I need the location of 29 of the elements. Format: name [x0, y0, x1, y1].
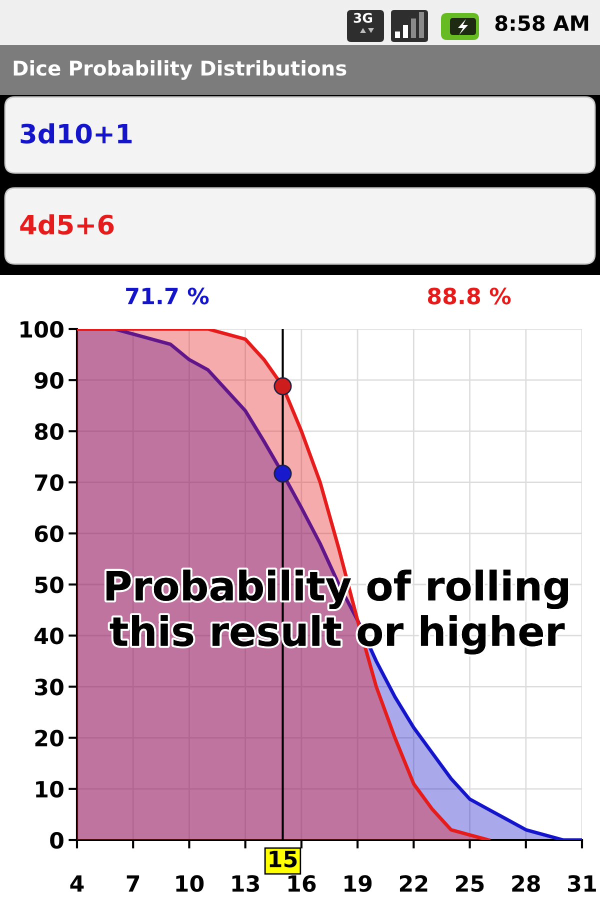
text: 3d10+1 — [20, 123, 132, 144]
ref-line-label: 15 — [270, 850, 297, 868]
x-tick-label: 4 — [70, 875, 84, 892]
x-tick-label: 13 — [232, 875, 260, 892]
text: 4d5+6 — [20, 214, 114, 235]
y-tick-label: 40 — [34, 628, 64, 644]
x-tick-label: 19 — [344, 875, 372, 892]
y-tick-label: 60 — [34, 525, 64, 542]
y-tick-label: 0 — [50, 832, 64, 849]
y-tick-label: 70 — [35, 474, 64, 492]
chart-title: Dice Probability Distributions — [14, 60, 346, 80]
y-tick-label: 80 — [34, 423, 64, 440]
text: 88.8 % — [428, 288, 511, 304]
x-tick-label: 10 — [176, 875, 204, 892]
x-tick-label: 22 — [400, 875, 428, 892]
y-tick-label: 50 — [35, 576, 64, 594]
x-tick-label: 25 — [456, 875, 484, 892]
y-tick-label: 20 — [35, 730, 64, 747]
text: 71.7 % — [126, 288, 209, 304]
x-tick-label: 28 — [512, 875, 540, 892]
x-tick-label: 31 — [568, 875, 596, 892]
y-tick-label: 30 — [35, 678, 64, 696]
text: 3G — [354, 12, 372, 23]
x-tick-label: 7 — [126, 875, 140, 892]
y-tick-label: 10 — [36, 780, 64, 798]
text: 8:58 AM — [495, 15, 588, 32]
y-tick-label: 100 — [20, 320, 64, 338]
x-tick-label: 16 — [288, 875, 316, 892]
y-tick-label: 90 — [34, 372, 64, 389]
